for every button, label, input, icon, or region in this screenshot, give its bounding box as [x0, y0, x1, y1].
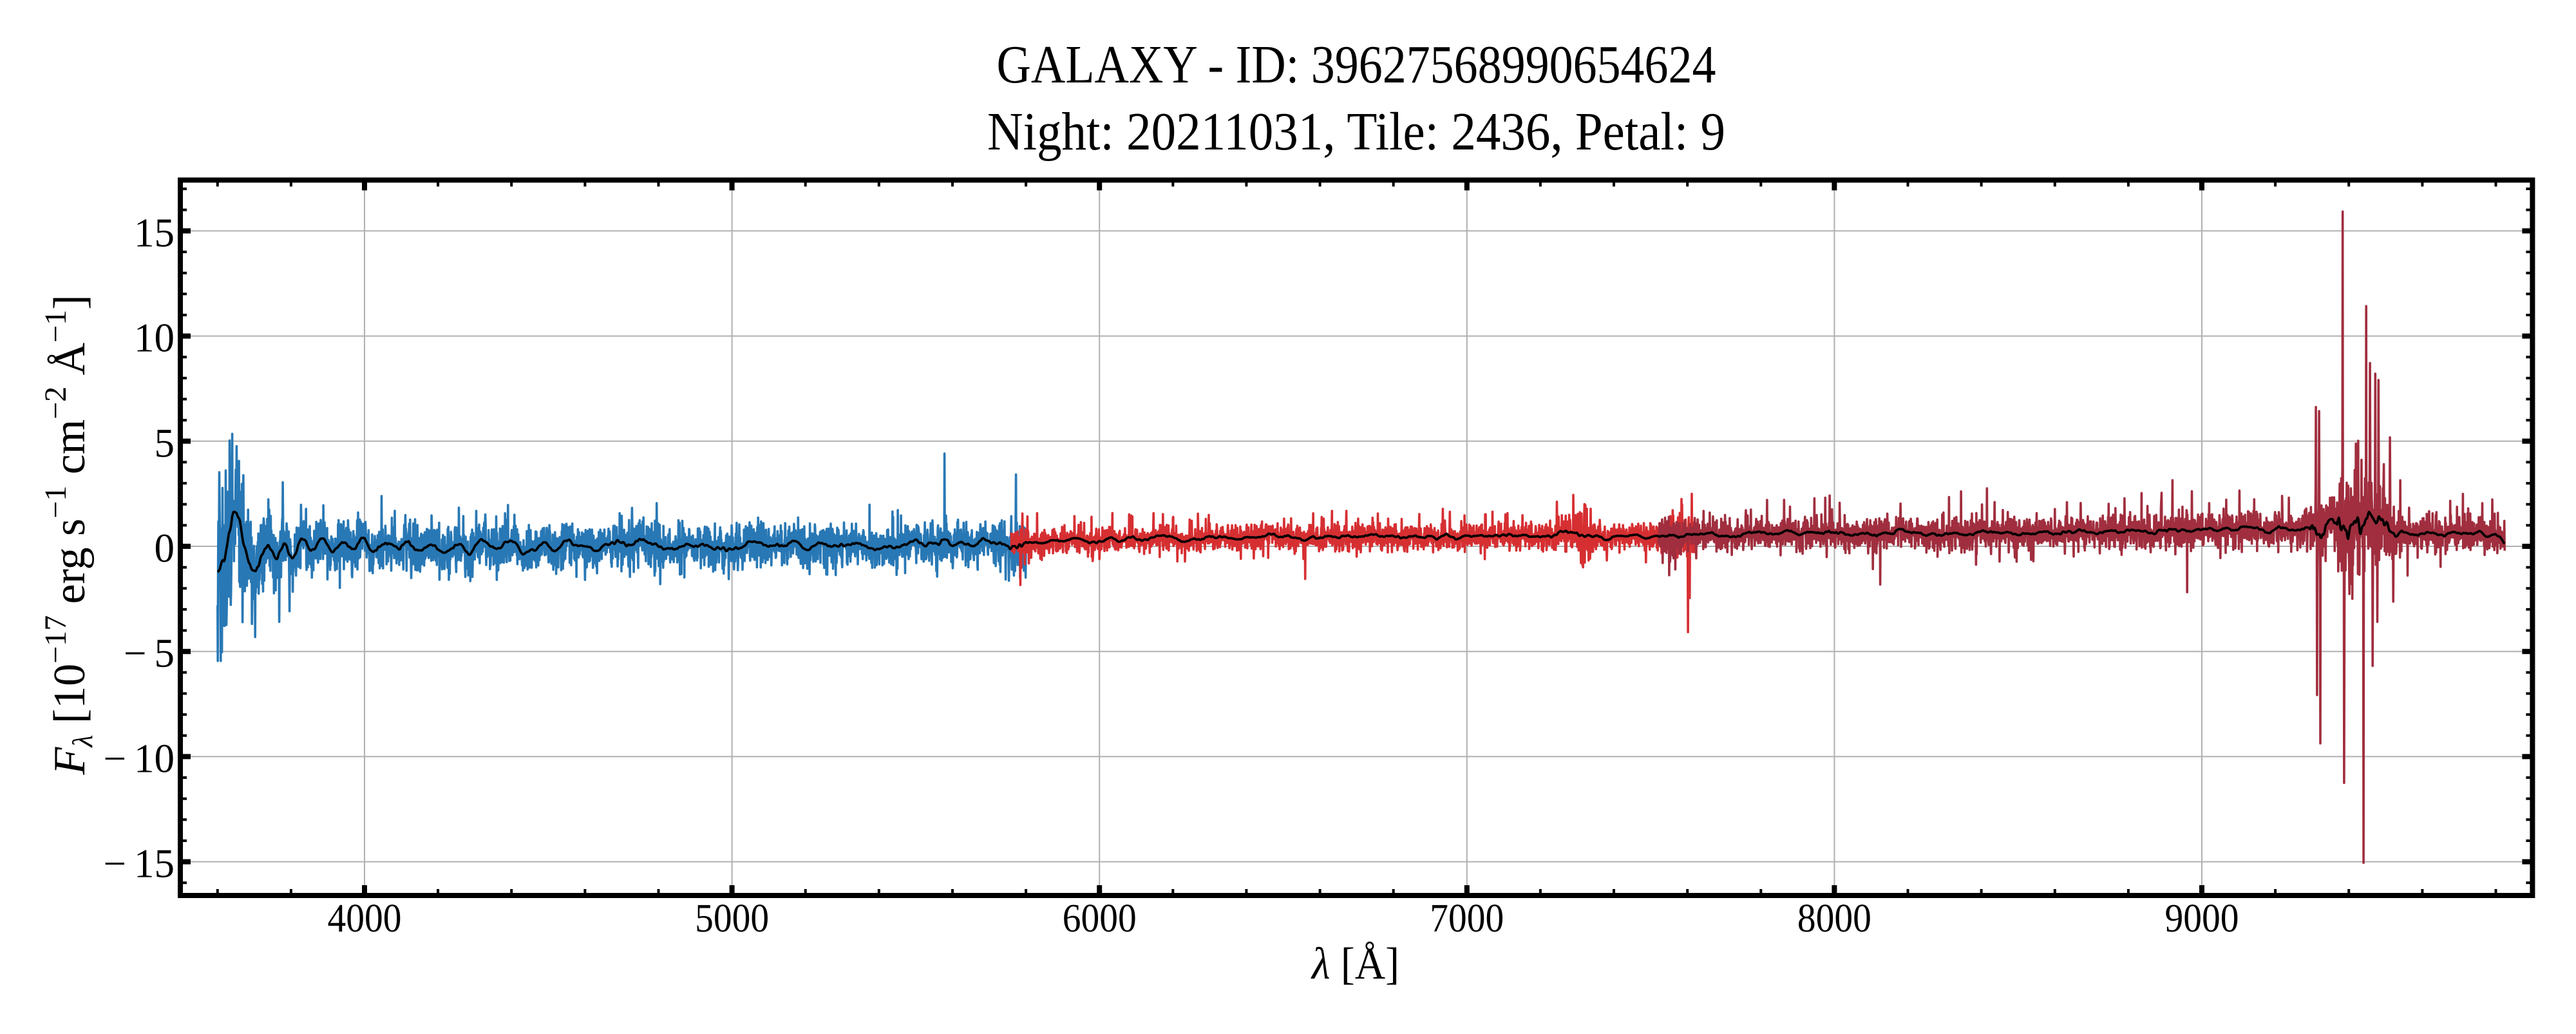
svg-text:9000: 9000 [2165, 897, 2239, 941]
svg-text:0: 0 [155, 526, 175, 571]
svg-text:Night: 20211031, Tile: 2436, P: Night: 20211031, Tile: 2436, Petal: 9 [987, 102, 1725, 162]
svg-text:6000: 6000 [1063, 897, 1137, 941]
svg-text:−10: −10 [103, 736, 175, 781]
svg-text:4000: 4000 [328, 897, 402, 941]
svg-text:5: 5 [155, 421, 175, 466]
svg-text:GALAXY - ID: 39627568990654624: GALAXY - ID: 39627568990654624 [997, 35, 1716, 95]
svg-text:5000: 5000 [695, 897, 769, 941]
svg-text:7000: 7000 [1430, 897, 1504, 941]
svg-text:10: 10 [134, 316, 175, 361]
svg-text:Fλ [10−17 erg s−1 cm−2 Å−1]: Fλ [10−17 erg s−1 cm−2 Å−1] [39, 295, 99, 776]
svg-text:λ [Å]: λ [Å] [1311, 939, 1399, 989]
svg-text:8000: 8000 [1797, 897, 1871, 941]
svg-text:−15: −15 [103, 841, 175, 886]
svg-text:15: 15 [134, 210, 175, 255]
